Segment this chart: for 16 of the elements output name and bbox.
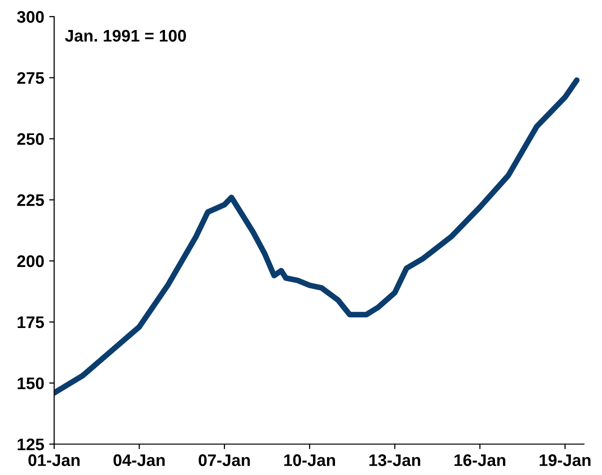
y-tick-label: 275	[17, 72, 44, 84]
y-tick-label: 150	[18, 377, 44, 390]
y-tick-label: 125	[18, 438, 44, 450]
y-tick-label: 300	[17, 11, 44, 23]
x-tick-label: 04-Jan	[114, 454, 165, 466]
y-tick-label: 175	[18, 316, 44, 328]
x-tick-label: 07-Jan	[198, 454, 250, 466]
x-tick-label: 10-Jan	[284, 454, 335, 466]
x-tick-label: 13-Jan	[369, 454, 420, 466]
y-tick-label: 200	[17, 255, 44, 268]
x-tick-label: 16-Jan	[454, 454, 506, 466]
y-tick-label: 225	[17, 194, 44, 206]
y-tick-label: 250	[17, 133, 44, 145]
x-tick-label: 01-Jan	[28, 454, 80, 466]
annotation: Jan. 1991 = 100	[65, 30, 186, 42]
x-tick-label: 19-Jan	[540, 454, 590, 466]
